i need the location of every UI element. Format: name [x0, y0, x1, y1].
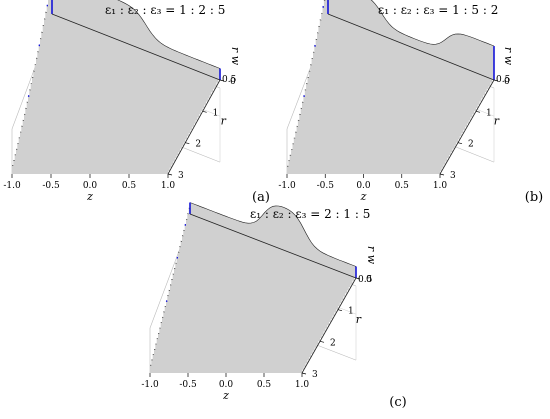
- z-axis: 0.5 r w: [496, 47, 515, 85]
- front-base-line: [327, 13, 495, 81]
- y-axis-label: r: [494, 114, 500, 127]
- panel-a: -1.0 -0.5 0.0 0.5 1.0 z 0 1 2 3 r 0.5 r w ε₁ : ε₂ : ε…: [3, 0, 270, 205]
- y-tick-label: 1: [486, 108, 492, 118]
- z-axis-label: r w: [229, 47, 242, 66]
- y-tick-mark: [355, 277, 361, 280]
- y-axis-label: r: [221, 114, 227, 127]
- slice-fill: [328, 0, 494, 80]
- x-axis-label: z: [86, 190, 93, 203]
- y-tick-mark: [493, 79, 499, 82]
- x-tick-label: -1.0: [3, 181, 21, 191]
- x-tick-label: -1.0: [278, 181, 296, 191]
- z-tick-label: 0.5: [222, 75, 237, 85]
- panel-c: -1.0 -0.5 0.0 0.5 1.0 z 0 1 2 3 r 0.5 r w ε₁ : ε₂ : ε…: [141, 202, 407, 410]
- y-axis: 0 1 2 3 r: [439, 77, 510, 181]
- profile-line: [370, 0, 495, 47]
- z-tick-label: 0.5: [496, 75, 511, 85]
- y-tick-label: 2: [195, 140, 201, 150]
- y-axis: 0 1 2 3 r: [301, 275, 372, 380]
- x-tick-label: 0.0: [83, 181, 98, 191]
- y-axis: 0 1 2 3 r: [167, 77, 236, 181]
- z-axis-label: r w: [502, 47, 515, 66]
- x-tick-label: -0.5: [42, 181, 60, 191]
- y-tick-label: 0: [366, 275, 372, 285]
- profile-line: [117, 0, 221, 69]
- slice-fill: [190, 202, 356, 278]
- y-tick-mark: [167, 173, 173, 176]
- y-tick-mark: [337, 309, 343, 312]
- side-base-line: [301, 277, 357, 374]
- front-base-line: [51, 13, 221, 81]
- y-tick-label: 3: [178, 171, 184, 181]
- x-tick-label: 0.5: [257, 380, 272, 390]
- y-tick-label: 2: [330, 338, 336, 348]
- x-tick-label: 1.0: [433, 181, 448, 191]
- panel-label: (a): [252, 190, 270, 205]
- y-tick-label: 3: [312, 370, 318, 380]
- x-tick-label: 0.0: [356, 181, 371, 191]
- x-axis: -1.0 -0.5 0.0 0.5 1.0 z: [278, 174, 447, 203]
- x-tick-label: 0.5: [395, 181, 410, 191]
- x-tick-label: 0.0: [219, 380, 234, 390]
- y-tick-mark: [301, 372, 307, 375]
- x-tick-label: 0.5: [122, 181, 137, 191]
- chart-title: ε₁ : ε₂ : ε₃ = 2 : 1 : 5: [250, 207, 370, 221]
- x-tick-label: -1.0: [141, 380, 159, 390]
- profile-line: [189, 202, 357, 267]
- x-axis-label: z: [222, 389, 229, 402]
- y-tick-mark: [219, 79, 225, 82]
- panel-b: -1.0 -0.5 0.0 0.5 1.0 z 0 1 2 3 r 0.5 r w ε₁ : ε₂ : ε…: [278, 0, 543, 205]
- y-tick-label: 0: [230, 77, 236, 87]
- y-tick-mark: [319, 340, 325, 343]
- z-axis-label: r w: [365, 246, 378, 265]
- panel-label: (c): [389, 395, 406, 410]
- chart-title: ε₁ : ε₂ : ε₃ = 1 : 2 : 5: [105, 3, 225, 17]
- x-tick-label: -0.5: [317, 181, 335, 191]
- x-axis: -1.0 -0.5 0.0 0.5 1.0 z: [3, 174, 175, 203]
- z-axis: 0.5 r w: [222, 47, 242, 85]
- x-tick-label: 1.0: [295, 380, 310, 390]
- y-tick-label: 0: [504, 77, 510, 87]
- x-axis: -1.0 -0.5 0.0 0.5 1.0 z: [141, 373, 309, 402]
- front-base-line: [189, 213, 357, 279]
- y-tick-label: 2: [468, 140, 474, 150]
- y-tick-mark: [457, 142, 463, 145]
- panel-label: (b): [525, 190, 543, 205]
- y-axis-label: r: [356, 313, 362, 326]
- y-tick-mark: [439, 173, 445, 176]
- z-axis: 0.5 r w: [358, 246, 378, 285]
- x-axis-label: z: [360, 190, 367, 203]
- chart-title: ε₁ : ε₂ : ε₃ = 1 : 5 : 2: [378, 3, 498, 17]
- z-tick-label: 0.5: [358, 275, 373, 285]
- side-base-line: [439, 79, 495, 175]
- y-tick-label: 1: [213, 108, 219, 118]
- x-tick-label: -0.5: [179, 380, 197, 390]
- x-tick-label: 1.0: [161, 181, 176, 191]
- y-tick-mark: [475, 110, 481, 113]
- y-tick-label: 1: [348, 307, 354, 317]
- y-tick-mark: [202, 110, 207, 113]
- slice-fill: [52, 0, 220, 80]
- y-tick-label: 3: [450, 171, 456, 181]
- side-base-line: [167, 79, 221, 175]
- y-tick-mark: [185, 142, 190, 145]
